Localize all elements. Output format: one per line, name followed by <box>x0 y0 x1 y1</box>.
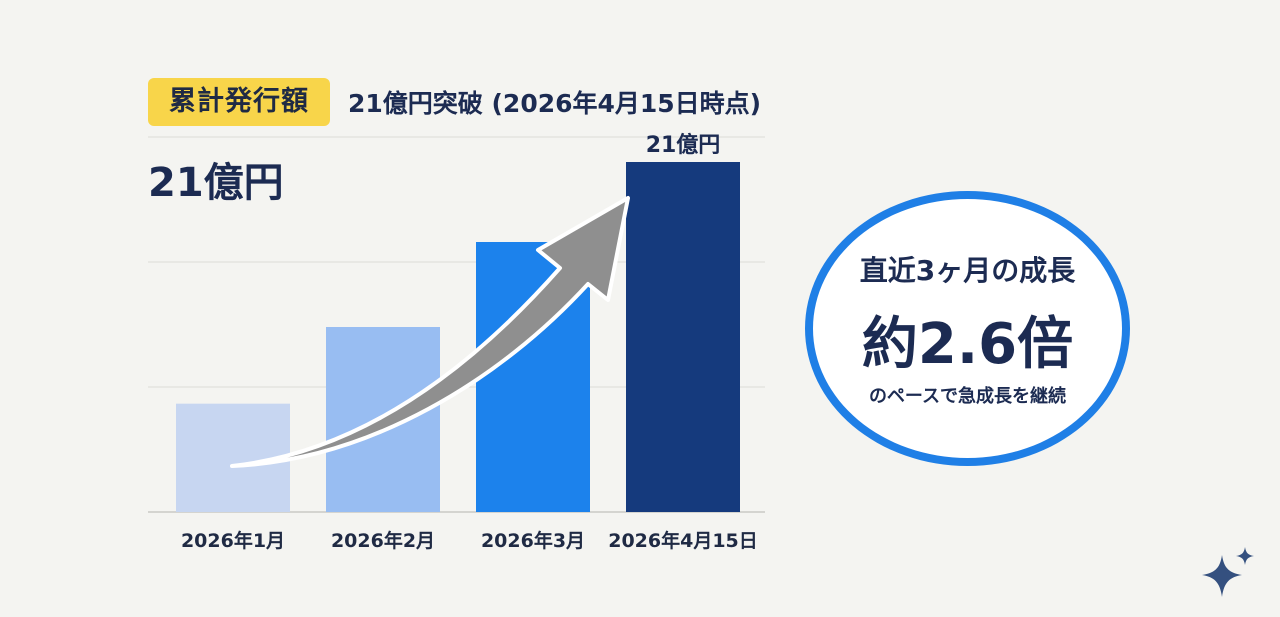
x-tick-label-0: 2026年1月 <box>181 529 285 552</box>
growth-period-label: 直近3ヶ月の成長 <box>859 254 1076 287</box>
x-tick-label-3: 2026年4月15日 <box>608 529 758 552</box>
sparkle-icon <box>1202 547 1254 597</box>
total-amount-label: 21億円 <box>148 160 284 206</box>
axis-labels: 2026年1月 2026年2月 2026年3月 2026年4月15日 21億円 <box>181 132 758 552</box>
growth-note: のペースで急成長を継続 <box>868 386 1067 407</box>
bar-3 <box>626 162 740 512</box>
data-label-3: 21億円 <box>646 132 721 158</box>
x-tick-label-2: 2026年3月 <box>481 529 585 552</box>
trend-arrow-icon <box>230 196 630 468</box>
headline-text: 21億円突破 (2026年4月15日時点) <box>348 89 762 118</box>
trend-arrow-shape <box>230 196 630 468</box>
growth-multiplier: 約2.6倍 <box>861 312 1074 377</box>
cumulative-issuance-badge: 累計発行額 <box>148 78 330 126</box>
bars <box>176 162 740 512</box>
growth-circle: 直近3ヶ月の成長 約2.6倍 のペースで急成長を継続 <box>805 191 1130 466</box>
x-tick-label-1: 2026年2月 <box>331 529 435 552</box>
